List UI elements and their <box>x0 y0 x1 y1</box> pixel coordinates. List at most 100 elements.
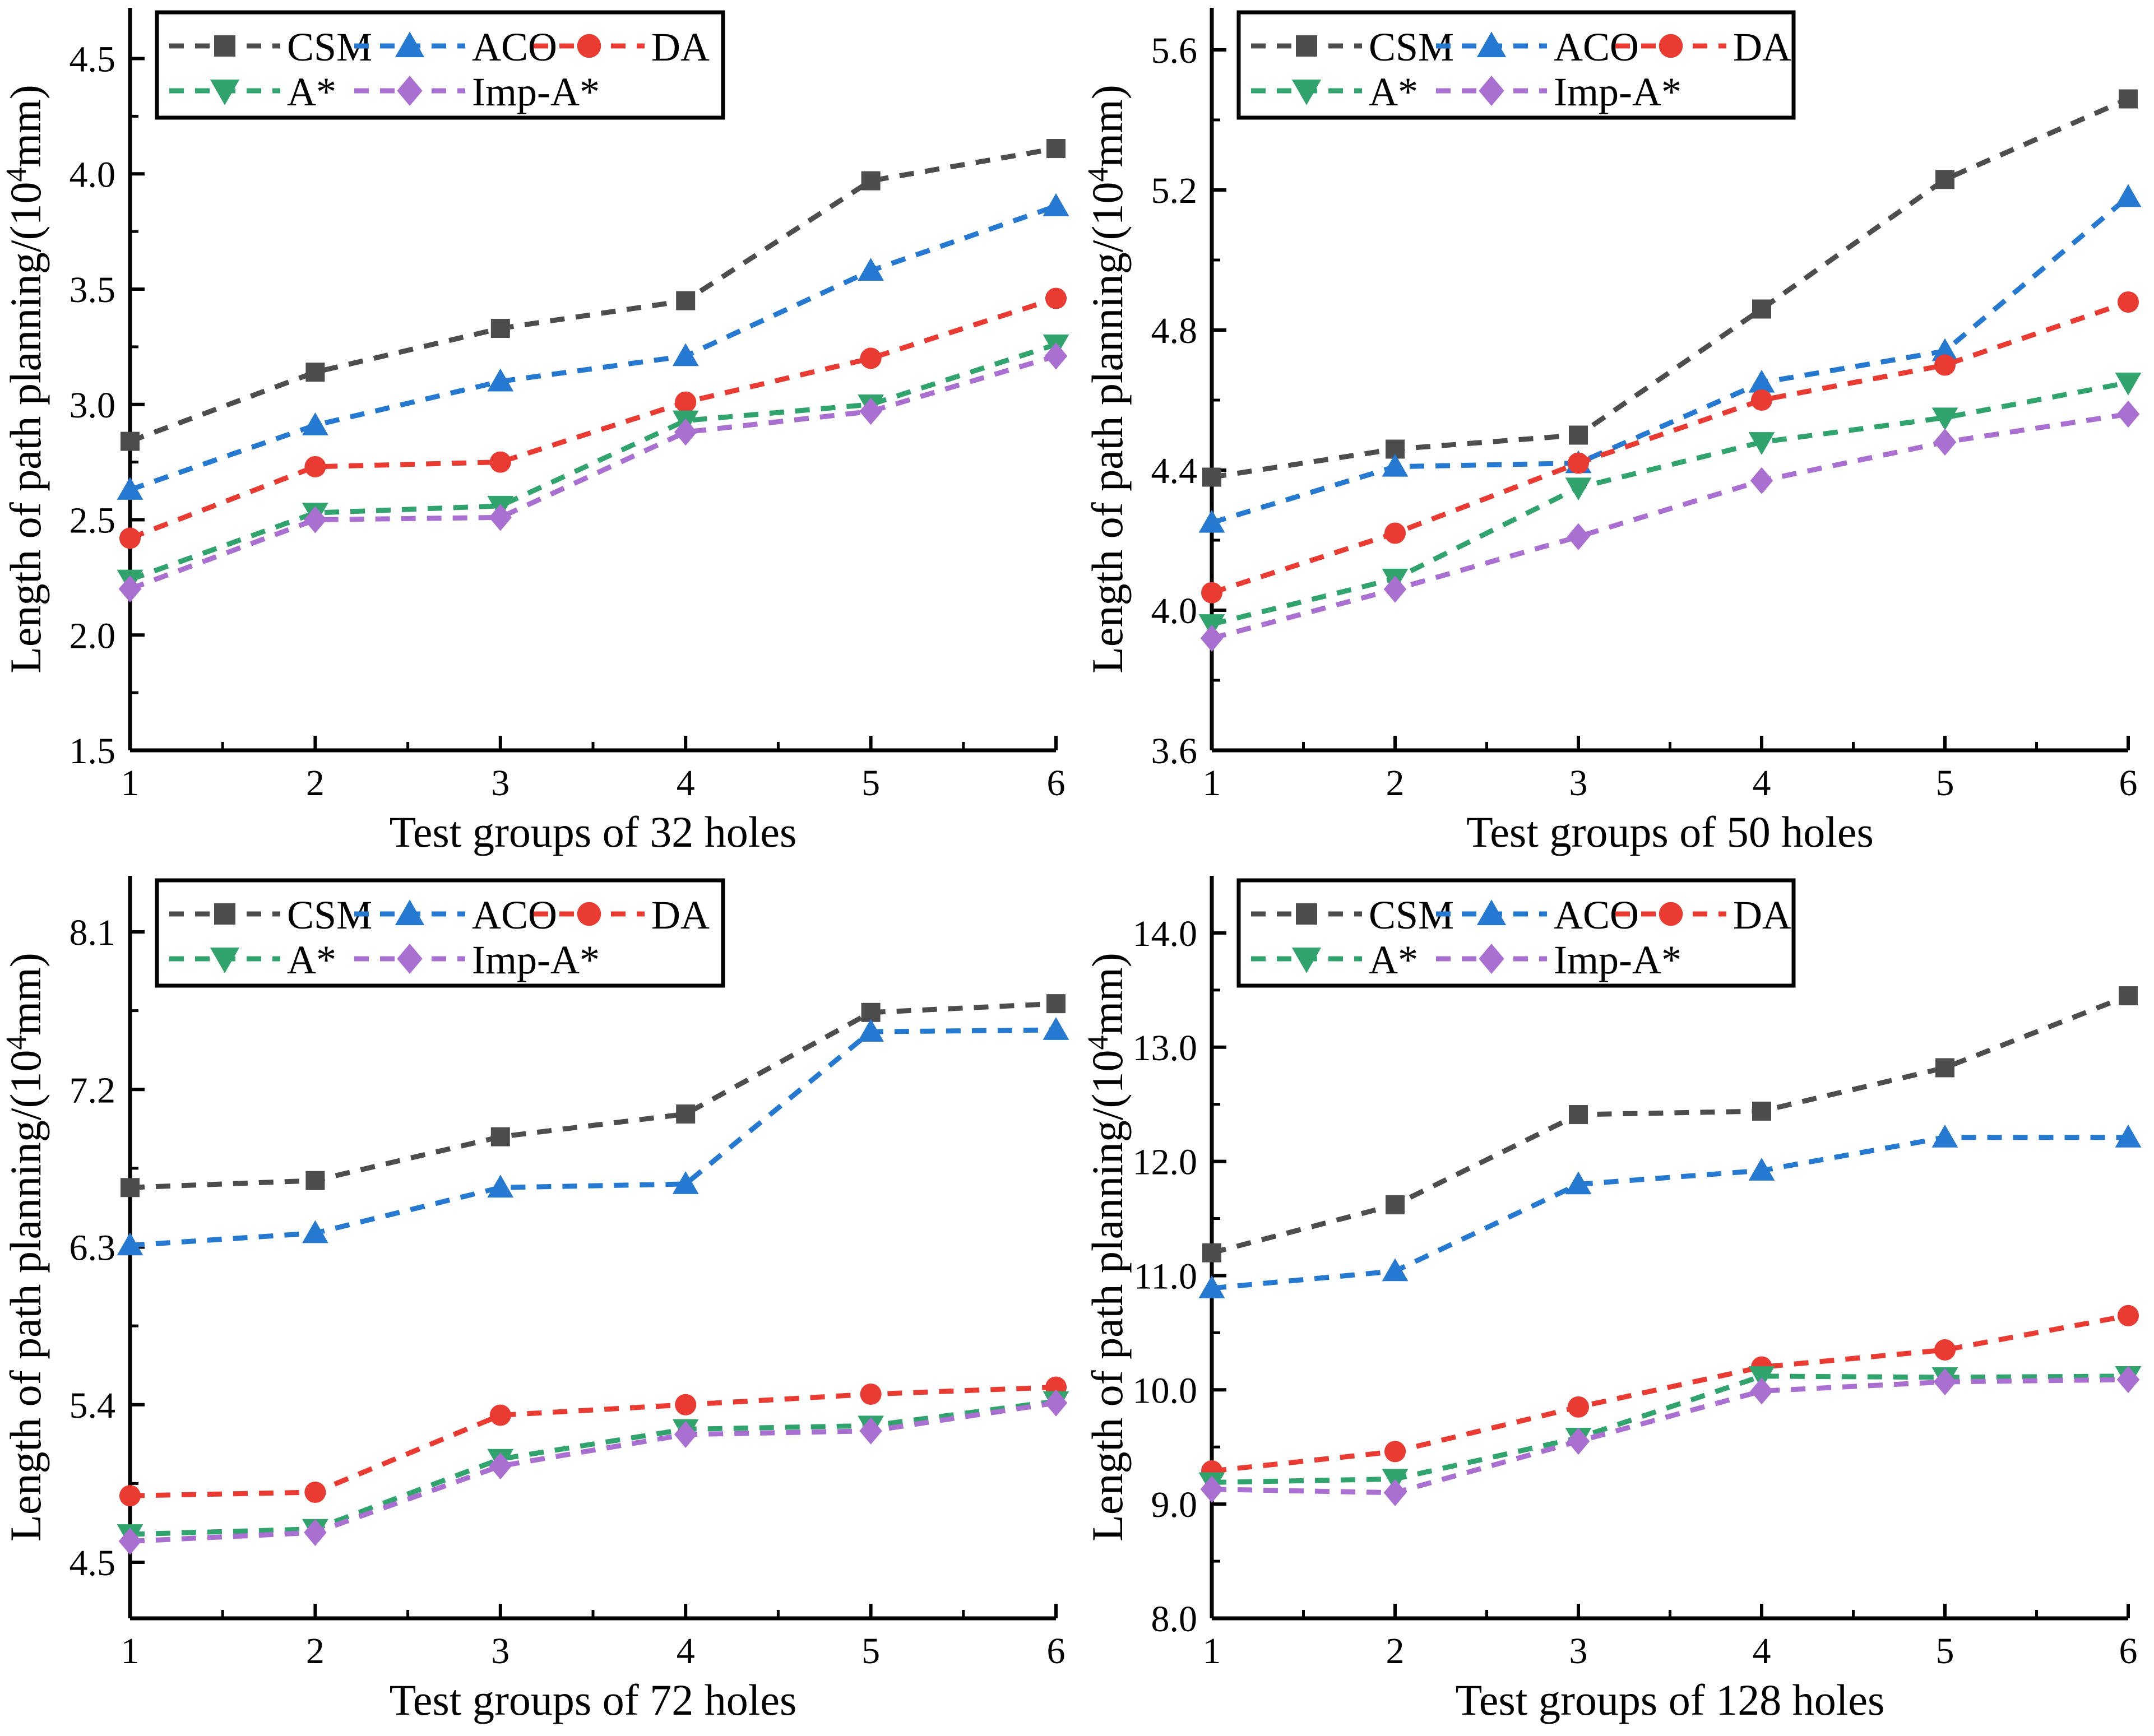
data-point-marker <box>1043 193 1069 216</box>
data-point-marker <box>676 1104 696 1124</box>
x-tick-label: 6 <box>1047 1631 1066 1672</box>
legend-item-imp-astar[interactable]: Imp-A* <box>1436 69 1681 114</box>
legend-marker <box>577 34 601 58</box>
series-line <box>129 146 1057 444</box>
legend-item-da[interactable]: DA <box>534 25 710 69</box>
series-csm <box>1202 89 2138 487</box>
legend-box <box>155 878 725 988</box>
series-line <box>1211 195 2130 526</box>
series-group <box>117 139 1069 603</box>
series-line <box>1211 993 2129 1256</box>
data-point-marker <box>860 1383 882 1405</box>
y-tick-label: 3.6 <box>1151 731 1198 772</box>
data-point-marker <box>1384 1441 1406 1463</box>
data-point-marker <box>1748 1157 1775 1181</box>
data-point-marker <box>2115 1124 2142 1148</box>
data-point-marker <box>675 391 697 413</box>
data-point-marker <box>672 1171 699 1194</box>
data-point-marker <box>1383 1479 1407 1506</box>
data-point-marker <box>1935 1058 1954 1078</box>
series-line <box>1211 1313 2129 1474</box>
data-point-marker <box>1045 287 1067 309</box>
legend-item-astar[interactable]: A* <box>1251 69 1418 114</box>
legend-label: A* <box>287 937 336 982</box>
legend-label: Imp-A* <box>1554 937 1681 982</box>
legend-item-aco[interactable]: ACO <box>354 25 557 69</box>
y-axis-ticks: 3.6 4.0 4.4 4.8 5.2 5.6 <box>1151 30 1226 772</box>
legend-item-imp-astar[interactable]: Imp-A* <box>354 937 600 982</box>
x-tick-label: 3 <box>491 763 509 804</box>
legend-item-da[interactable]: DA <box>1615 893 1791 937</box>
x-axis-ticks: 1 2 3 4 5 6 <box>1203 736 2138 804</box>
y-tick-label: 3.5 <box>70 270 116 310</box>
y-tick-label: 4.4 <box>1151 451 1198 491</box>
legend-marker <box>1659 34 1683 58</box>
data-point-marker <box>489 1452 512 1480</box>
data-point-marker <box>1567 452 1590 474</box>
legend-item-csm[interactable]: CSM <box>169 25 372 69</box>
legend-item-da[interactable]: DA <box>1615 25 1791 69</box>
data-point-marker <box>1046 139 1066 159</box>
data-point-marker <box>119 527 141 549</box>
data-point-marker <box>1569 1105 1588 1125</box>
x-tick-label: 3 <box>1569 1631 1588 1672</box>
x-tick-label: 2 <box>306 1631 325 1672</box>
legend-marker <box>395 31 425 58</box>
data-point-marker <box>1569 425 1588 445</box>
data-point-marker <box>489 504 512 531</box>
legend-item-da[interactable]: DA <box>534 893 710 937</box>
y-tick-label: 5.6 <box>1151 30 1198 71</box>
legend-item-astar[interactable]: A* <box>169 937 336 982</box>
x-tick-label: 2 <box>1386 763 1405 804</box>
x-axis-label: Test groups of 72 holes <box>390 1675 797 1724</box>
legend-marker <box>397 944 423 974</box>
legend-marker <box>395 899 425 926</box>
data-point-marker <box>1752 1101 1771 1121</box>
data-point-marker <box>1567 1396 1590 1418</box>
legend-marker <box>1476 899 1507 926</box>
series-astar <box>117 1391 1069 1547</box>
data-point-marker <box>2117 291 2139 313</box>
data-point-marker <box>490 1127 510 1146</box>
series-group <box>117 994 1069 1555</box>
y-tick-label: 14.0 <box>1133 913 1198 954</box>
series-line <box>129 1400 1057 1544</box>
x-tick-label: 5 <box>861 1631 880 1672</box>
y-tick-label: 4.0 <box>70 154 116 195</box>
series-group <box>1198 986 2142 1506</box>
x-tick-label: 4 <box>1753 763 1771 804</box>
data-point-marker <box>2116 400 2140 428</box>
series-csm <box>121 994 1066 1197</box>
legend-marker <box>1476 31 1507 58</box>
data-point-marker <box>121 431 140 451</box>
legend-item-imp-astar[interactable]: Imp-A* <box>354 69 600 114</box>
y-tick-label: 12.0 <box>1133 1142 1198 1183</box>
y-tick-label: 5.4 <box>70 1385 116 1426</box>
y-tick-label: 10.0 <box>1133 1370 1198 1411</box>
legend-item-aco[interactable]: ACO <box>354 893 557 937</box>
y-axis-label: Length of path planning/(104mm) <box>1082 953 1132 1542</box>
legend-marker <box>1296 35 1317 57</box>
legend-item-astar[interactable]: A* <box>1251 937 1418 982</box>
data-point-marker <box>1933 428 1957 456</box>
data-point-marker <box>2115 184 2142 207</box>
data-point-marker <box>1198 1275 1225 1298</box>
series-imp-astar <box>1200 400 2140 652</box>
legend-item-csm[interactable]: CSM <box>1251 25 1454 69</box>
series-line <box>1211 299 2129 596</box>
data-point-marker <box>2117 1305 2139 1326</box>
x-axis-label: Test groups of 128 holes <box>1456 1675 1885 1724</box>
data-point-marker <box>117 477 143 500</box>
legend-label: DA <box>1733 893 1791 937</box>
legend-item-imp-astar[interactable]: Imp-A* <box>1436 937 1681 982</box>
data-point-marker <box>302 412 328 435</box>
data-point-marker <box>1934 1339 1956 1361</box>
data-point-marker <box>118 575 142 603</box>
legend: CSM ACO DA A* Imp-A* <box>155 10 725 120</box>
y-tick-label: 7.2 <box>70 1070 116 1111</box>
x-axis-ticks: 1 2 3 4 5 6 <box>121 1604 1066 1672</box>
y-tick-label: 8.0 <box>1151 1599 1198 1640</box>
legend-marker <box>1296 903 1317 925</box>
legend-item-astar[interactable]: A* <box>169 69 336 114</box>
data-point-marker <box>1931 407 1958 431</box>
